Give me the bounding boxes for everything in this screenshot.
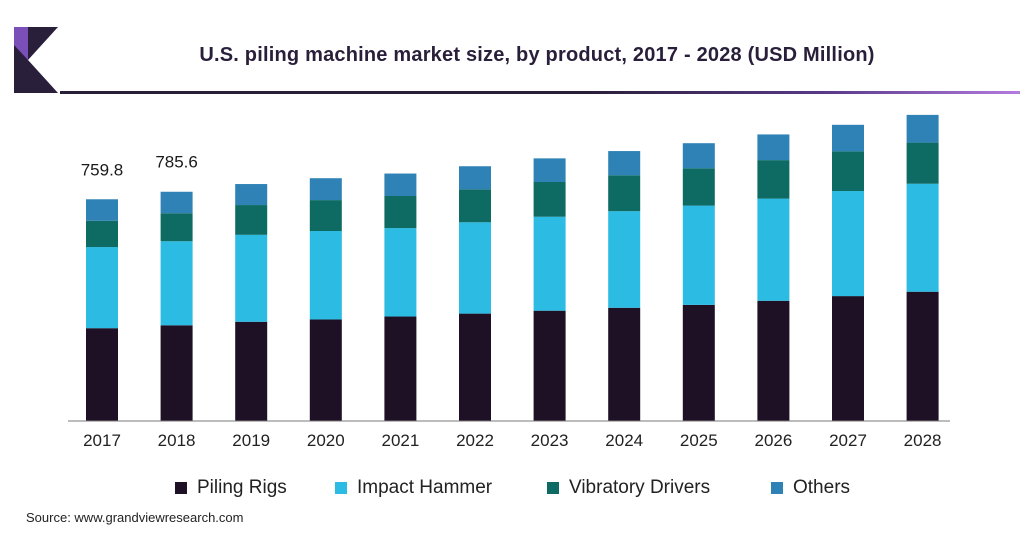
bar-segment-2017-vibratory-drivers — [86, 220, 118, 248]
bar-segment-2028-others — [906, 114, 939, 143]
legend-label: Vibratory Drivers — [569, 477, 711, 498]
bar-segment-2019-vibratory-drivers — [235, 205, 268, 235]
bar-segment-2025-others — [682, 143, 715, 169]
bar-segment-2024-vibratory-drivers — [608, 175, 641, 212]
bar-segment-2021-vibratory-drivers — [384, 196, 417, 229]
x-tick-label-2021: 2021 — [381, 431, 419, 450]
x-tick-label-2028: 2028 — [904, 431, 942, 450]
source-note: Source: www.grandviewresearch.com — [26, 510, 244, 525]
x-tick-label-2017: 2017 — [83, 431, 121, 450]
bar-segment-2025-piling-rigs — [682, 304, 715, 421]
header-divider — [60, 91, 1020, 94]
bar-segment-2026-others — [757, 134, 790, 161]
bar-segment-2019-piling-rigs — [235, 321, 268, 421]
x-tick-label-2024: 2024 — [605, 431, 643, 450]
bar-segment-2025-impact-hammer — [682, 205, 715, 305]
legend-label: Impact Hammer — [357, 477, 493, 498]
bar-segment-2019-impact-hammer — [235, 234, 268, 322]
x-tick-label-2018: 2018 — [158, 431, 196, 450]
bars-layer — [86, 114, 939, 421]
legend-swatch — [771, 482, 783, 494]
bar-segment-2021-impact-hammer — [384, 228, 417, 317]
bar-segment-2026-vibratory-drivers — [757, 160, 790, 199]
legend-swatch — [547, 482, 559, 494]
bar-segment-2027-others — [832, 124, 864, 152]
bar-segment-2024-others — [608, 151, 641, 176]
chart-title: U.S. piling machine market size, by prod… — [199, 44, 875, 66]
bar-segment-2017-impact-hammer — [86, 247, 118, 329]
bar-segment-2028-vibratory-drivers — [906, 142, 939, 184]
chart-legend: Piling Rigs Impact Hammer Vibratory Driver… — [0, 476, 1024, 500]
x-tick-label-2020: 2020 — [307, 431, 345, 450]
bar-segment-2027-vibratory-drivers — [832, 151, 864, 192]
bar-segment-2024-piling-rigs — [608, 307, 641, 421]
bar-segment-2017-others — [86, 199, 118, 221]
bar-segment-2024-impact-hammer — [608, 211, 641, 308]
bar-segment-2017-piling-rigs — [86, 328, 118, 421]
bar-segment-2018-impact-hammer — [160, 241, 193, 326]
data-labels: 759.8 785.6 — [81, 153, 198, 180]
legend-item-impact-hammer: Impact Hammer — [335, 476, 492, 500]
x-tick-labels: 2017 2018 2019 2020 2021 2022 2023 2024 2025 2026… — [83, 431, 941, 450]
bar-segment-2022-others — [459, 166, 491, 190]
bar-segment-2022-impact-hammer — [459, 222, 491, 314]
bar-segment-2023-impact-hammer — [533, 216, 566, 311]
data-label-2018: 785.6 — [155, 153, 198, 172]
legend-label: Piling Rigs — [197, 477, 287, 498]
chart-header: U.S. piling machine market size, by prod… — [0, 0, 1024, 100]
bar-segment-2022-vibratory-drivers — [459, 189, 491, 223]
legend-item-vibratory-drivers: Vibratory Drivers — [547, 476, 710, 500]
bar-segment-2021-others — [384, 173, 417, 197]
legend-item-piling-rigs: Piling Rigs — [175, 476, 287, 500]
bar-segment-2020-impact-hammer — [309, 231, 342, 320]
bar-segment-2018-vibratory-drivers — [160, 213, 193, 242]
bar-segment-2028-piling-rigs — [906, 291, 939, 421]
brand-logo-icon — [14, 27, 58, 93]
bar-segment-2023-others — [533, 158, 566, 183]
x-tick-label-2027: 2027 — [829, 431, 867, 450]
x-tick-label-2026: 2026 — [754, 431, 792, 450]
stacked-bar-chart: 2017 2018 2019 2020 2021 2022 2023 2024 2025 2026… — [68, 114, 950, 450]
bar-segment-2027-impact-hammer — [832, 191, 864, 297]
bar-segment-2026-piling-rigs — [757, 300, 790, 421]
x-tick-label-2019: 2019 — [232, 431, 270, 450]
bar-segment-2023-piling-rigs — [533, 310, 566, 421]
legend-swatch — [335, 482, 347, 494]
bar-segment-2020-others — [309, 178, 342, 201]
bar-segment-2019-others — [235, 184, 268, 206]
bar-segment-2026-impact-hammer — [757, 198, 790, 301]
x-tick-label-2023: 2023 — [531, 431, 569, 450]
bar-segment-2023-vibratory-drivers — [533, 182, 566, 217]
legend-swatch — [175, 482, 187, 494]
bar-segment-2020-piling-rigs — [309, 319, 342, 421]
bar-segment-2020-vibratory-drivers — [309, 200, 342, 232]
x-tick-label-2025: 2025 — [680, 431, 718, 450]
bar-segment-2028-impact-hammer — [906, 183, 939, 292]
x-tick-label-2022: 2022 — [456, 431, 494, 450]
bar-segment-2022-piling-rigs — [459, 313, 491, 421]
legend-item-others: Others — [771, 476, 850, 500]
bar-segment-2018-others — [160, 191, 193, 214]
bar-segment-2018-piling-rigs — [160, 325, 193, 421]
bar-segment-2025-vibratory-drivers — [682, 168, 715, 206]
bar-segment-2027-piling-rigs — [832, 296, 864, 421]
data-label-2017: 759.8 — [81, 160, 124, 179]
bar-segment-2021-piling-rigs — [384, 316, 417, 421]
legend-label: Others — [793, 477, 851, 498]
